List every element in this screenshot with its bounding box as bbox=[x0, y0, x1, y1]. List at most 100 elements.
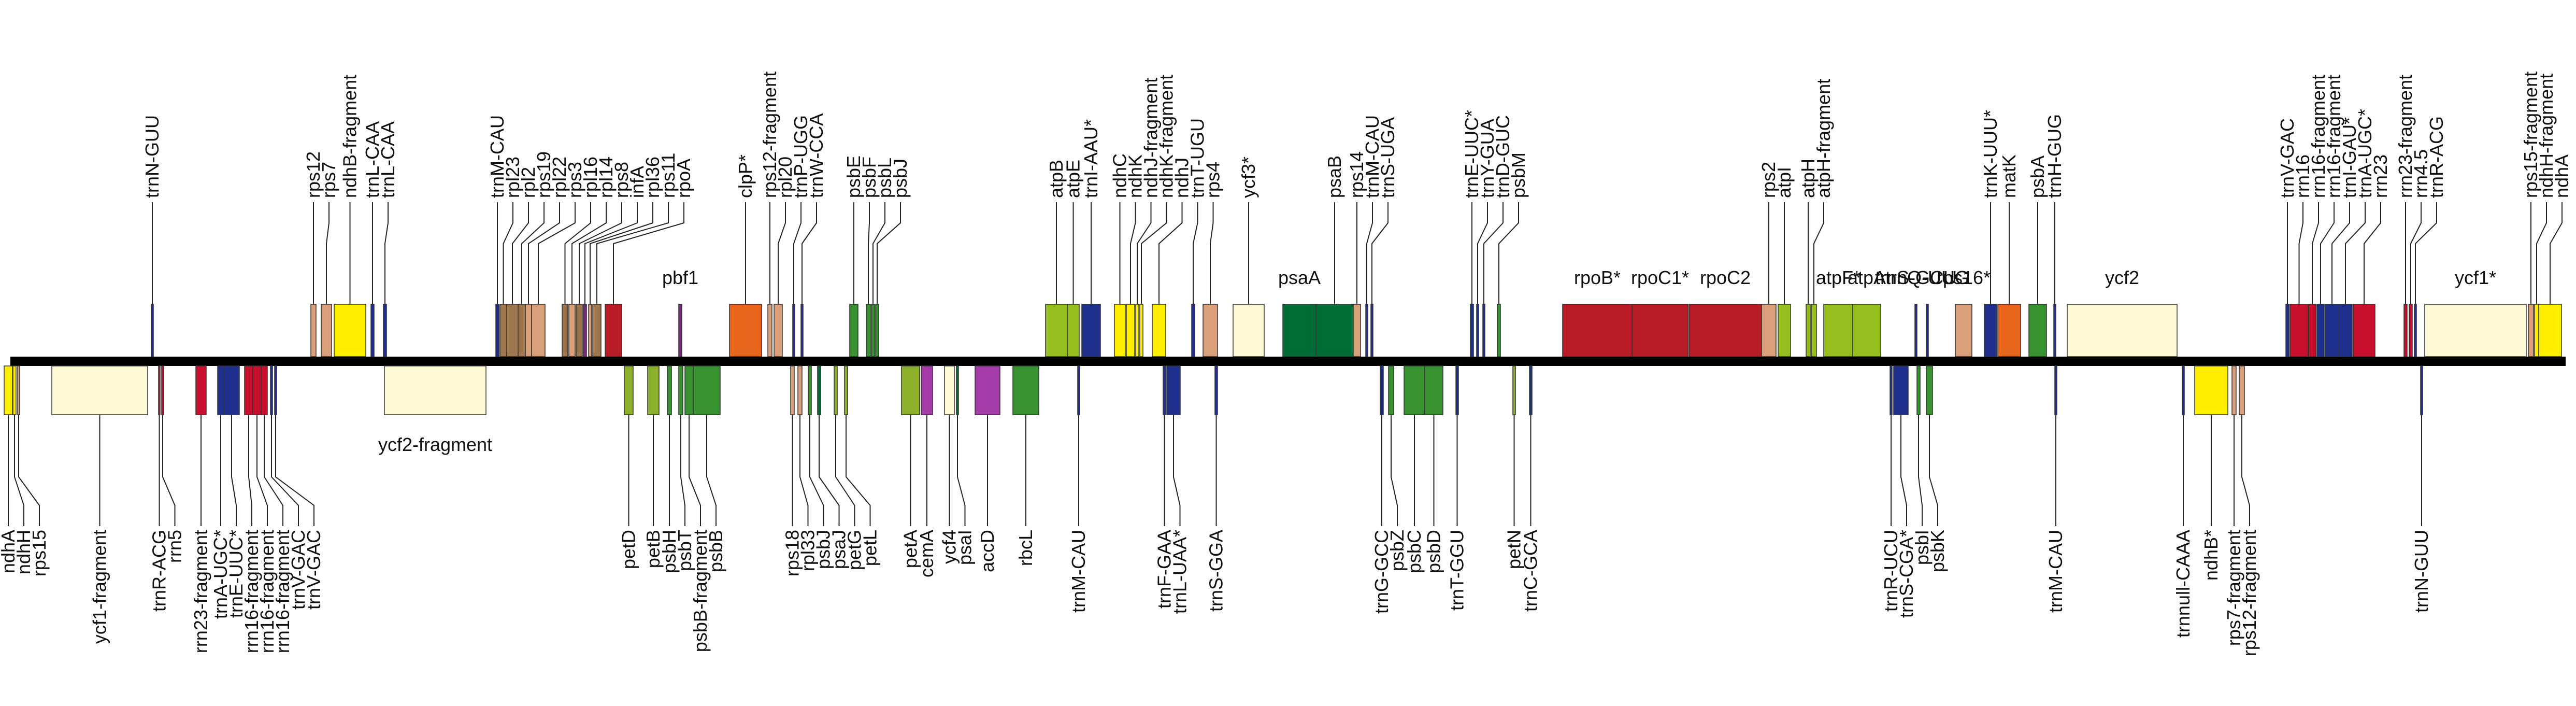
gene-label-rrn23-fragment: rrn23-fragment bbox=[2395, 75, 2416, 198]
gene-label-petn: petN bbox=[1504, 530, 1525, 569]
gene-rpl23-box bbox=[499, 304, 507, 357]
gene-label-trny-gua: trnY-GUA bbox=[1477, 119, 1498, 198]
gene-label-trnv-gac: trnV-GAC bbox=[303, 530, 324, 610]
gene-layer bbox=[4, 304, 2562, 415]
gene-psbb-box bbox=[693, 365, 721, 415]
gene-label-atpa: atpA bbox=[1848, 267, 1886, 288]
gene-trnh-gug-box bbox=[2053, 304, 2056, 357]
gene-petd-box bbox=[624, 365, 634, 415]
connector-rrn16-fragment bbox=[2312, 202, 2319, 304]
connector-rrn16-fragment bbox=[264, 415, 283, 526]
gene-psbj-box bbox=[808, 365, 812, 415]
gene-rps18-box bbox=[790, 365, 795, 415]
gene-rps12-box bbox=[310, 304, 317, 357]
gene-label-trnk-uuu: trnK-UUU* bbox=[1980, 110, 2001, 198]
gene-pbf1-box bbox=[678, 304, 682, 357]
gene-label-psbj: psbJ bbox=[890, 159, 911, 198]
gene-ndha-box bbox=[2538, 304, 2562, 357]
gene-trnf-gaa-box bbox=[1163, 365, 1166, 415]
gene-psai-box bbox=[956, 365, 959, 415]
gene-atpa-box bbox=[1852, 304, 1881, 357]
gene-label-petl: petL bbox=[860, 530, 881, 566]
connector-rpl20 bbox=[778, 202, 786, 304]
gene-rps15-box bbox=[17, 365, 20, 415]
connector-ndha bbox=[2550, 202, 2563, 304]
gene-trnk-uuu-box bbox=[1984, 304, 1997, 357]
gene-label-trnf-gaa: trnF-GAA bbox=[1154, 530, 1175, 609]
gene-label-rrn5: rrn5 bbox=[164, 530, 185, 563]
gene-label-rrn16-fragment: rrn16-fragment bbox=[2308, 75, 2329, 198]
gene-label-trnp-ugg: trnP-UGG bbox=[790, 115, 811, 198]
gene-label-trnnull-caaa: trnnull-CAAA bbox=[2172, 530, 2194, 638]
gene-rrn16-fragment-box bbox=[261, 365, 268, 415]
connector-trnd-guc bbox=[1483, 202, 1504, 304]
gene-label-trnr-acg: trnR-ACG bbox=[149, 530, 170, 612]
label-connector-layer bbox=[8, 202, 2563, 526]
gene-label-trns-uga: trnS-UGA bbox=[1377, 117, 1398, 198]
connector-trna-ugc bbox=[2345, 202, 2366, 304]
gene-rps11-box bbox=[592, 304, 602, 357]
gene-rps16-box bbox=[1955, 304, 1972, 357]
gene-rrn23-fragment-box bbox=[2403, 304, 2408, 357]
gene-label-psba: psbA bbox=[2027, 156, 2048, 198]
connector-psaj bbox=[819, 415, 840, 526]
gene-label-rps2: rps2 bbox=[1758, 162, 1779, 198]
connector-trnm-cau bbox=[1366, 202, 1373, 304]
gene-rpl20-box bbox=[774, 304, 783, 357]
gene-label-ycf4: ycf4 bbox=[939, 530, 960, 564]
gene-ndhj-box bbox=[1152, 304, 1166, 357]
gene-label-ycf2: ycf2 bbox=[2105, 267, 2139, 288]
gene-ndhk-box bbox=[1126, 304, 1135, 357]
connector-rps4 bbox=[1210, 202, 1214, 304]
gene-label-rps15: rps15 bbox=[28, 530, 50, 576]
gene-cema-box bbox=[921, 365, 933, 415]
gene-label-ycf1: ycf1* bbox=[2455, 267, 2496, 288]
gene-rrn16-fragment-box bbox=[2316, 304, 2325, 357]
gene-label-psbk: psbK bbox=[1927, 530, 1948, 572]
gene-psbt-box bbox=[678, 365, 683, 415]
gene-atpi-box bbox=[1778, 304, 1791, 357]
gene-trnw-cca-box bbox=[800, 304, 804, 357]
gene-rps14-box bbox=[1353, 304, 1361, 357]
gene-rps12-fragment-box bbox=[2239, 365, 2245, 415]
gene-label-trnl-caa: trnL-CAA bbox=[377, 121, 398, 198]
gene-psbj-box bbox=[875, 304, 879, 357]
gene-trne-uuc-box bbox=[223, 365, 240, 415]
gene-label-rrn16-fragment: rrn16-fragment bbox=[2323, 75, 2344, 198]
gene-label-atpb: atpB bbox=[1046, 160, 1067, 198]
gene-label-trne-uuc: trnE-UUC* bbox=[1461, 110, 1482, 198]
gene-label-psbb-fragment: psbB-fragment bbox=[690, 530, 711, 652]
gene-atpf-box bbox=[1823, 304, 1853, 357]
gene-psaj-box bbox=[817, 365, 821, 415]
gene-accd-box bbox=[975, 365, 1000, 415]
gene-psbz-box bbox=[1388, 365, 1394, 415]
gene-petl-box bbox=[844, 365, 848, 415]
connector-rpl2 bbox=[512, 202, 529, 304]
gene-label-trnm-cau: trnM-CAU bbox=[486, 115, 508, 198]
gene-trns-gcu-box bbox=[1914, 304, 1917, 357]
gene-label-ndhk-fragment: ndhK-fragment bbox=[1156, 75, 1177, 198]
gene-label-psbd: psbD bbox=[1423, 530, 1444, 573]
gene-rpl36-box bbox=[588, 304, 592, 357]
connector-psbi bbox=[1918, 415, 1923, 526]
gene-trny-gua-box bbox=[1476, 304, 1479, 357]
gene-label-accd: accD bbox=[977, 530, 998, 572]
gene-ndhb-fragment-box bbox=[334, 304, 366, 357]
connector-trne-uuc bbox=[231, 415, 237, 526]
gene-petb-box bbox=[647, 365, 660, 415]
gene-atpe-box bbox=[1067, 304, 1080, 357]
connector-rrn16-fragment bbox=[256, 415, 268, 526]
connector-ndhh bbox=[14, 415, 24, 526]
gene-label-psbf: psbF bbox=[858, 157, 880, 198]
gene-label-trnc-gca: trnC-GCA bbox=[1520, 530, 1541, 612]
gene-psab-box bbox=[1315, 304, 1354, 357]
gene-label-trnl-caa: trnL-CAA bbox=[362, 121, 383, 198]
connector-trnv-gac bbox=[271, 415, 299, 526]
connector-trnw-cca bbox=[802, 202, 817, 304]
gene-rrn23-box bbox=[2353, 304, 2375, 357]
gene-psbi-box bbox=[1916, 365, 1921, 415]
gene-ycf1-box bbox=[2424, 304, 2527, 357]
gene-label-trna-ugc: trnA-UGC* bbox=[2354, 109, 2375, 198]
gene-ndhh-box bbox=[12, 365, 17, 415]
gene-trnc-gca-box bbox=[1529, 365, 1533, 415]
